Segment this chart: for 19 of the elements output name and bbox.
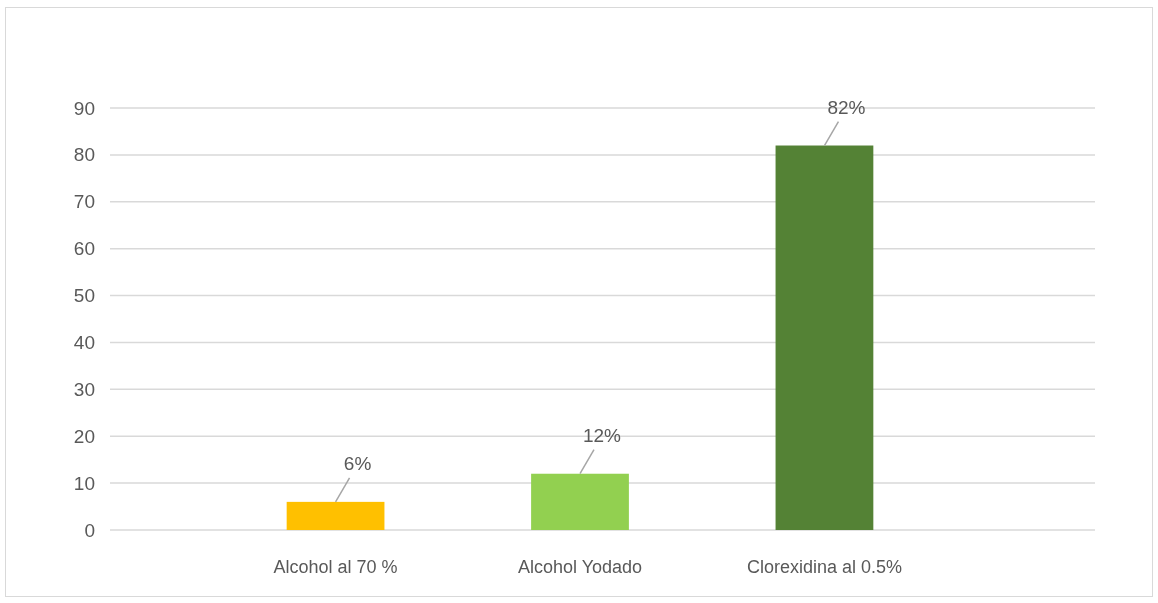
y-tick-label: 20 — [73, 425, 95, 447]
y-tick-label: 60 — [73, 238, 95, 260]
y-tick-label: 0 — [84, 519, 95, 541]
bar — [531, 473, 629, 530]
x-tick-label: Clorexidina al 0.5% — [746, 556, 902, 577]
x-tick-label: Alcohol al 70 % — [273, 556, 398, 577]
y-tick-label: 80 — [73, 144, 95, 166]
x-tick-label: Alcohol Yodado — [517, 556, 643, 577]
data-label: 82% — [827, 96, 866, 118]
y-tick-label: 40 — [73, 332, 95, 354]
y-tick-label: 30 — [73, 378, 95, 400]
data-label: 12% — [582, 424, 622, 446]
y-tick-label: 90 — [73, 97, 95, 119]
y-tick-label: 50 — [73, 285, 95, 307]
bar — [775, 145, 874, 530]
data-label: 6% — [343, 452, 372, 474]
y-tick-label: 70 — [73, 191, 95, 213]
bar — [286, 501, 385, 530]
y-tick-label: 10 — [73, 472, 95, 494]
